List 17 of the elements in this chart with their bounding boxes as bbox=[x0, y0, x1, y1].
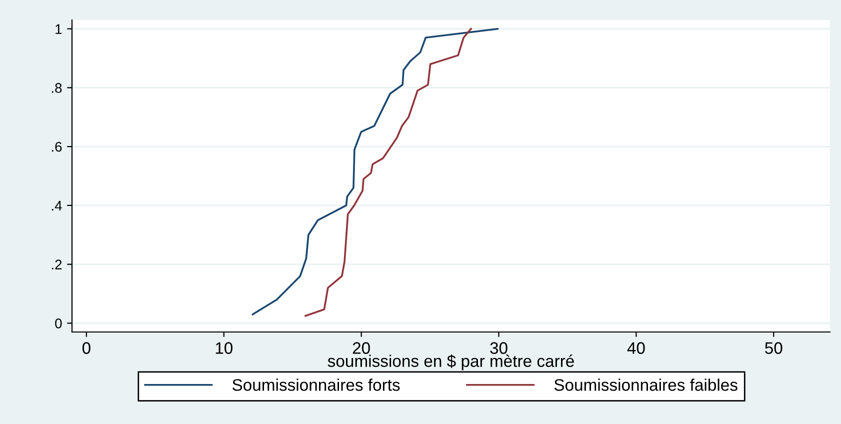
y-tick-label: .4 bbox=[52, 200, 62, 210]
y-tick-label: 1 bbox=[56, 24, 62, 34]
legend-label: Soumissionnaires faibles bbox=[554, 378, 738, 391]
x-tick-label: 20 bbox=[352, 342, 370, 354]
x-tick-label: 40 bbox=[627, 342, 645, 354]
y-tick-label: 0 bbox=[55, 318, 62, 328]
line-series bbox=[304, 28, 472, 317]
y-tick-label: .6 bbox=[52, 142, 62, 152]
y-tick-label: .2 bbox=[52, 260, 62, 270]
x-tick-label: 10 bbox=[216, 342, 232, 354]
legend-label: Soumissionnaires forts bbox=[232, 378, 400, 391]
x-tick-label: 30 bbox=[490, 342, 508, 354]
x-tick-label: 50 bbox=[765, 342, 782, 354]
line-series bbox=[252, 28, 499, 316]
y-tick-label: .8 bbox=[52, 83, 62, 93]
x-axis-title: soumissions en $ par mètre carré bbox=[328, 354, 574, 370]
x-tick-label: 0 bbox=[82, 342, 90, 354]
